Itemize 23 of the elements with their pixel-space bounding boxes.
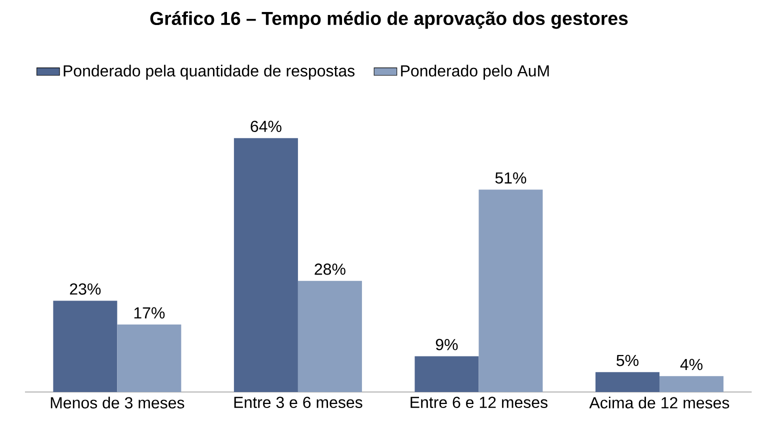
bar (595, 372, 660, 392)
data-label: 64% (250, 120, 282, 132)
bar (234, 138, 298, 392)
data-label: 28% (314, 264, 346, 275)
bar (478, 190, 543, 392)
x-tick-label: Entre 6 e 12 meses (410, 396, 548, 408)
bar (414, 356, 479, 392)
data-label: 4% (680, 358, 702, 370)
data-label: 5% (616, 354, 638, 366)
data-label: 23% (70, 283, 101, 295)
data-label: 17% (134, 307, 165, 318)
x-tick-label: Menos de 3 meses (50, 396, 184, 408)
data-label: 51% (495, 172, 526, 184)
x-tick-label: Entre 3 e 6 meses (234, 396, 362, 408)
chart-title: Gráfico 16 – Tempo médio de aprovação dos gestores (150, 11, 628, 29)
x-tick-label: Acima de 12 meses (589, 396, 730, 408)
bar (53, 300, 118, 392)
legend-label: Ponderado pelo AuM (401, 64, 549, 80)
data-label: 9% (436, 338, 458, 350)
legend-label: Ponderado pela quantidade de respostas (64, 64, 355, 80)
bar (659, 376, 724, 392)
bar (117, 324, 182, 392)
bar (298, 280, 362, 392)
